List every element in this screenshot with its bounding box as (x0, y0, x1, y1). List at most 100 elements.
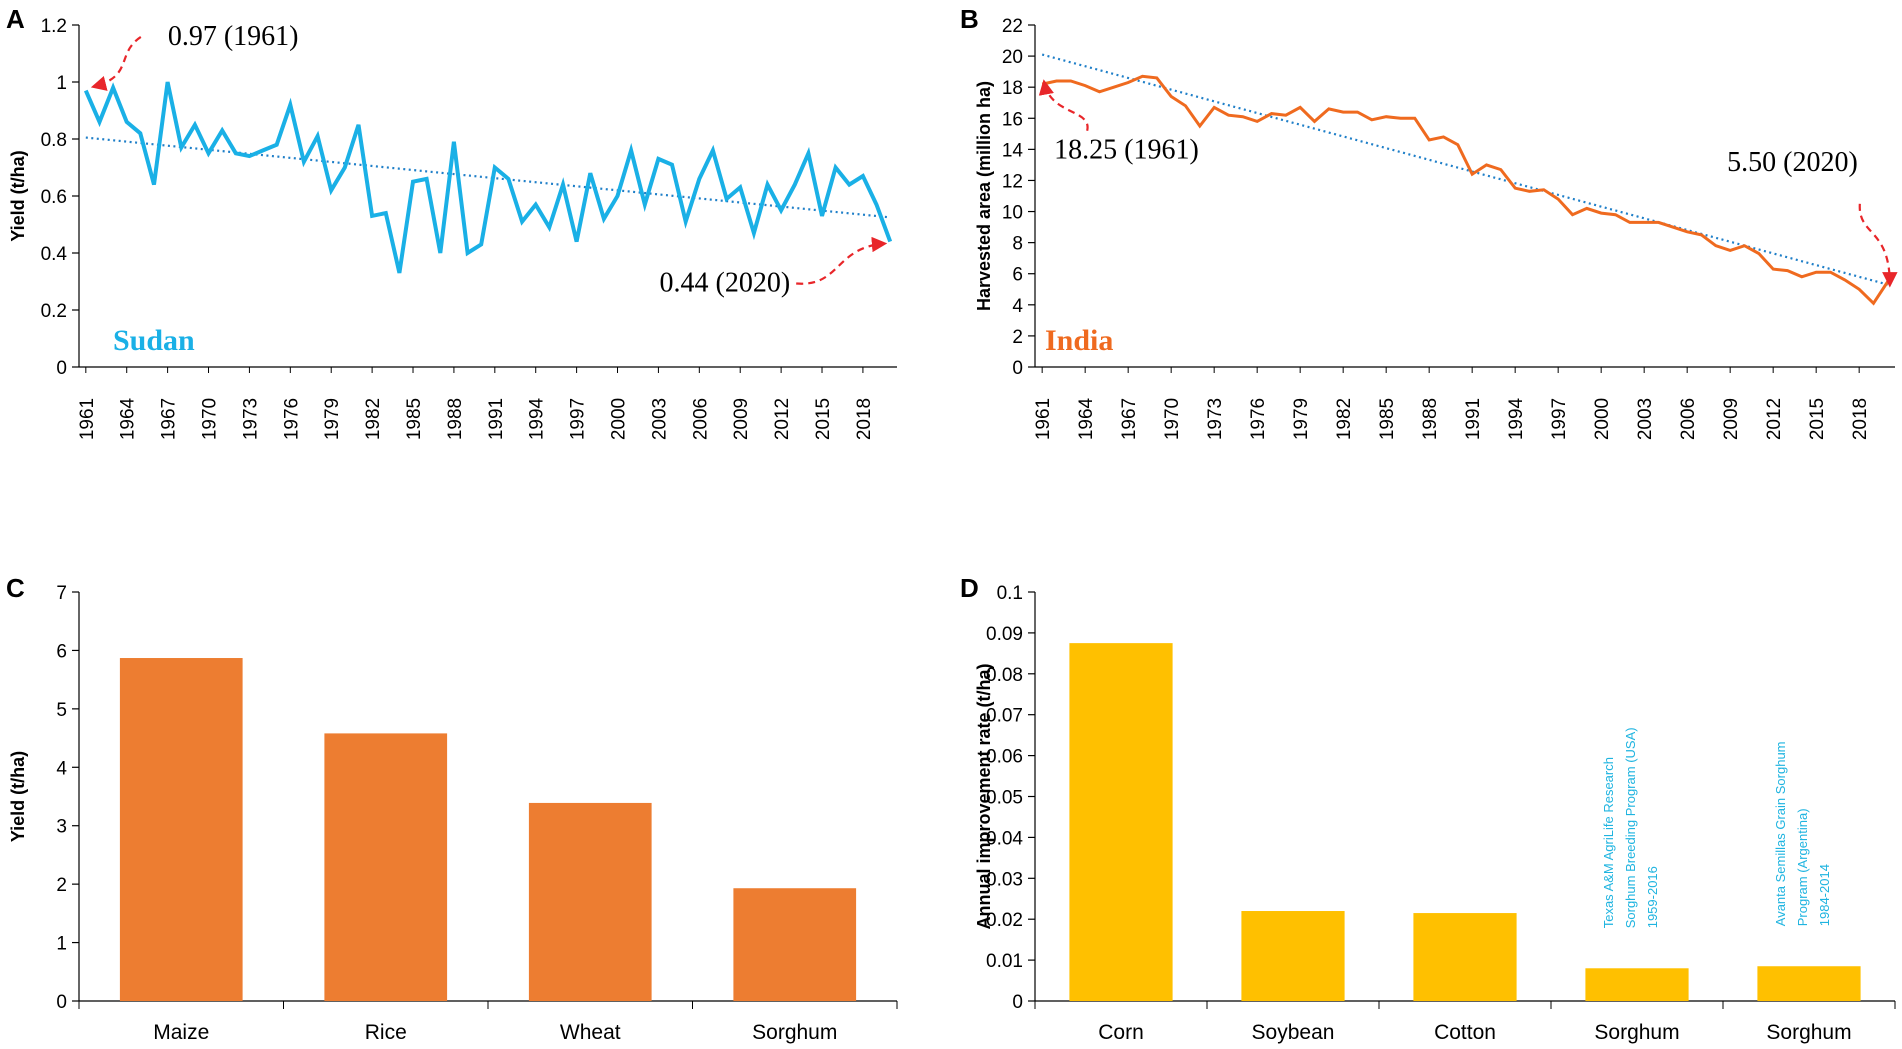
x-tick-label: 1970 (1162, 398, 1183, 440)
y-axis-label: Harvested area (million ha) (974, 81, 994, 311)
category-label: Wheat (560, 1021, 621, 1044)
y-tick-label: 0.01 (986, 951, 1023, 972)
category-label: Rice (365, 1021, 407, 1044)
bar (1757, 966, 1861, 1001)
panel-d-bar-chart: D 0 0.01 0.02 0.03 0.04 0.05 0.06 0.07 0.08 0.09 0… (960, 573, 1896, 1044)
x-tick-label: 1973 (1205, 398, 1226, 440)
y-tick-label: 1 (56, 934, 67, 955)
x-tick-label: 2009 (731, 398, 752, 440)
x-tick-label: 1961 (1033, 398, 1054, 440)
x-tick-label: 1967 (159, 398, 180, 440)
x-tick-label: 1985 (404, 398, 425, 440)
category-label: Soybean (1252, 1021, 1335, 1044)
y-tick-label: 0 (56, 992, 67, 1013)
country-label: India (1045, 324, 1113, 357)
y-tick-label: 0.4 (41, 244, 68, 265)
x-tick-label: 1970 (200, 398, 221, 440)
category-label: Cotton (1434, 1021, 1496, 1044)
x-tick-label: 2018 (854, 398, 875, 440)
y-tick-label: 5 (56, 700, 67, 721)
y-tick-label: 0.02 (986, 910, 1023, 931)
x-tick-label: 1982 (1334, 398, 1355, 440)
category-label: Maize (153, 1021, 209, 1044)
country-label: Sudan (113, 324, 195, 357)
bar (733, 888, 857, 1001)
y-tick-label: 0.07 (986, 706, 1023, 727)
y-tick-label: 6 (56, 641, 67, 662)
bar-note-line: Program (Argentina) (1795, 808, 1810, 926)
panel-letter-d: D (960, 573, 979, 603)
x-tick-label: 1997 (568, 398, 589, 440)
y-tick-label: 0.04 (986, 828, 1023, 849)
category-label: Sorghum (1766, 1021, 1851, 1044)
y-tick-label: 0 (56, 358, 67, 379)
y-tick-label: 0.09 (986, 624, 1023, 645)
y-axis-label: Yield (t/ha) (8, 150, 28, 241)
x-tick-label: 2012 (772, 398, 793, 440)
panel-c-bar-chart: C 0 1 2 3 4 5 6 7 Yield (t/ha) Maize Rice Wheat Sorg… (6, 573, 898, 1044)
y-tick-label: 0.08 (986, 665, 1023, 686)
y-tick-label: 1.2 (41, 16, 67, 37)
bar (119, 658, 243, 1001)
x-tick-label: 2018 (1850, 398, 1871, 440)
y-tick-label: 2 (56, 875, 67, 896)
y-tick-label: 12 (1002, 171, 1023, 192)
panel-a-line-chart: A 0 0.2 0.4 0.6 0.8 1 1.2 Yield (t/ha) 1961 1964 1… (6, 4, 897, 440)
x-tick-label: 2006 (1678, 398, 1699, 440)
bar (324, 733, 448, 1001)
y-tick-label: 0.6 (41, 187, 67, 208)
annotation-arrow-start (90, 36, 142, 91)
y-tick-label: 0.1 (997, 583, 1023, 604)
bar (528, 802, 652, 1001)
x-tick-label: 1982 (363, 398, 384, 440)
series-line (83, 81, 893, 274)
category-label: Sorghum (752, 1021, 837, 1044)
x-tick-label: 2000 (1592, 398, 1613, 440)
x-tick-label: 1991 (486, 398, 507, 440)
annotation-start: 0.97 (1961) (168, 21, 299, 52)
x-tick-label: 1964 (1076, 397, 1097, 440)
annotation-arrow-end (796, 236, 888, 285)
x-tick-label: 1991 (1463, 398, 1484, 440)
y-tick-label: 20 (1002, 47, 1023, 68)
y-tick-label: 10 (1002, 203, 1023, 224)
y-tick-label: 22 (1002, 16, 1023, 37)
y-tick-label: 16 (1002, 109, 1023, 130)
category-label: Corn (1098, 1021, 1144, 1044)
y-tick-label: 4 (1012, 296, 1023, 317)
y-tick-label: 1 (56, 73, 67, 94)
bar (1413, 913, 1517, 1001)
x-tick-label: 2000 (609, 398, 630, 440)
bar-note-line: Avanta Semillas Grain Sorghum (1773, 741, 1788, 926)
y-tick-label: 0.06 (986, 747, 1023, 768)
x-tick-label: 1967 (1119, 398, 1140, 440)
series-line (1041, 74, 1890, 306)
x-tick-label: 2006 (690, 398, 711, 440)
y-tick-label: 0.05 (986, 788, 1023, 809)
x-tick-label: 1988 (445, 398, 466, 440)
panel-letter-c: C (6, 573, 25, 603)
bar-note-line: 1984-2014 (1817, 864, 1832, 926)
x-tick-label: 1997 (1549, 398, 1570, 440)
x-tick-label: 1985 (1377, 398, 1398, 440)
panel-letter-b: B (960, 4, 979, 34)
y-tick-label: 0.8 (41, 130, 67, 151)
annotation-start: 18.25 (1961) (1054, 135, 1199, 166)
y-tick-label: 4 (56, 758, 67, 779)
x-tick-label: 1994 (527, 397, 548, 440)
y-tick-label: 3 (56, 817, 67, 838)
x-tick-label: 2015 (813, 398, 834, 440)
x-tick-label: 1988 (1420, 398, 1441, 440)
y-axis-label: Annual improvement rate (t/ha) (974, 663, 994, 929)
annotation-end: 0.44 (2020) (660, 267, 791, 298)
y-tick-label: 6 (1012, 265, 1023, 286)
bar (1069, 643, 1173, 1001)
y-tick-label: 14 (1002, 140, 1024, 161)
bar (1585, 968, 1689, 1001)
x-tick-label: 1979 (322, 398, 343, 440)
x-tick-label: 1976 (281, 398, 302, 440)
bar-note-line: Texas A&M AgriLife Research (1601, 757, 1616, 928)
bar-note-line: Sorghum Breeding Program (USA) (1623, 727, 1638, 928)
y-axis-label: Yield (t/ha) (8, 751, 28, 842)
